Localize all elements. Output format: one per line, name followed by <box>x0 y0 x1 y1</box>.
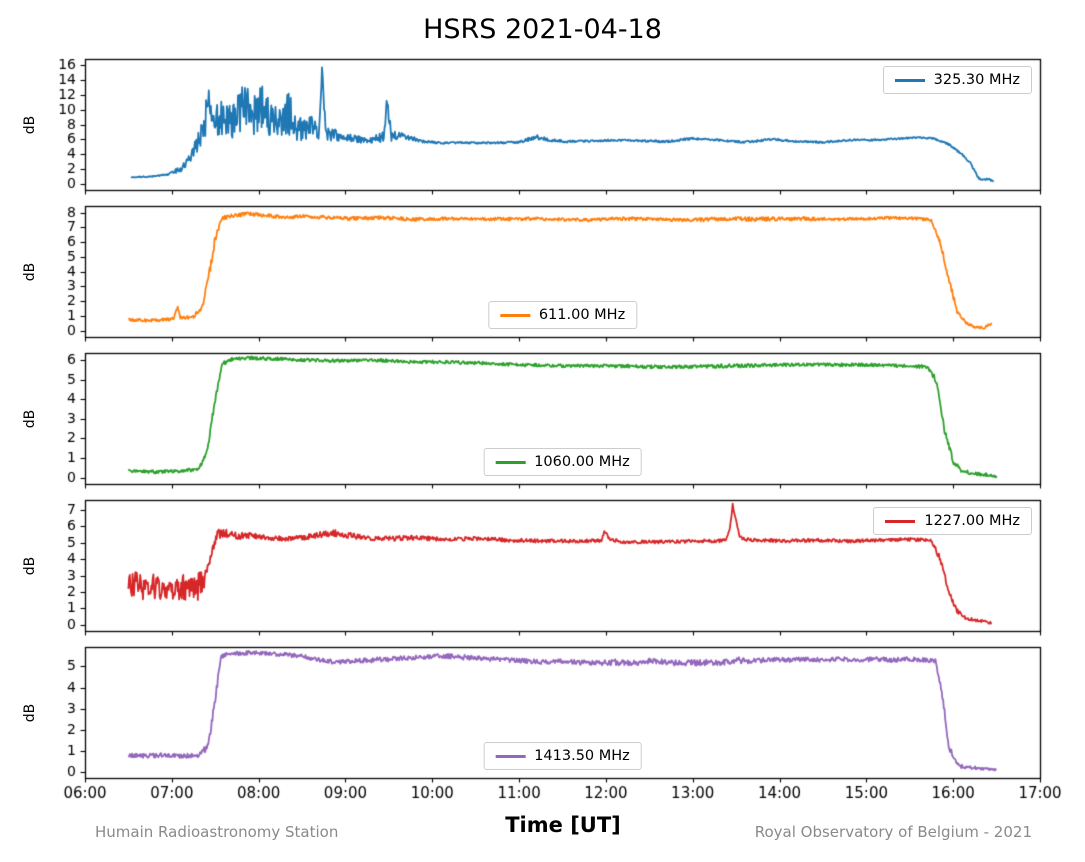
legend-label: 1060.00 MHz <box>534 454 630 470</box>
footer-station-label: Humain Radioastronomy Station <box>95 823 339 841</box>
legend-label: 325.30 MHz <box>933 72 1020 88</box>
y-axis-label-db: dB <box>22 556 38 575</box>
footer-observatory-label: Royal Observatory of Belgium - 2021 <box>754 823 1032 841</box>
legend-line-swatch <box>885 519 916 523</box>
legend-label: 1413.50 MHz <box>534 748 630 764</box>
legend-611-00-mhz: 611.00 MHz <box>487 301 638 329</box>
legend-line-swatch <box>499 313 530 317</box>
legend-label: 611.00 MHz <box>538 307 626 323</box>
legend-label: 1227.00 MHz <box>924 513 1020 529</box>
legend-325-30-mhz: 325.30 MHz <box>882 66 1032 94</box>
legend-1227-00-mhz: 1227.00 MHz <box>873 507 1032 535</box>
y-axis-label-db: dB <box>22 703 38 722</box>
x-axis-label: Time [UT] <box>505 813 621 837</box>
y-axis-label-db: dB <box>22 409 38 428</box>
legend-line-swatch <box>495 754 526 758</box>
y-axis-label-db: dB <box>22 262 38 281</box>
legend-1060-00-mhz: 1060.00 MHz <box>483 448 642 476</box>
chart-title: HSRS 2021-04-18 <box>423 14 662 45</box>
legend-line-swatch <box>495 460 526 464</box>
legend-1413-50-mhz: 1413.50 MHz <box>483 742 642 770</box>
y-axis-label-db: dB <box>22 115 38 134</box>
legend-line-swatch <box>894 78 925 82</box>
